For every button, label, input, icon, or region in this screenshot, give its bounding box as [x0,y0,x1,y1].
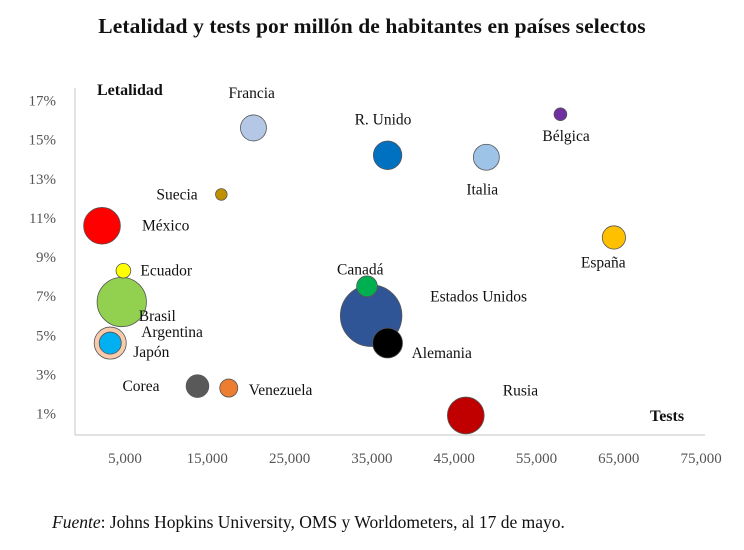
point-label-argentina: Argentina [141,324,203,341]
y-tick-label: 1% [36,407,56,423]
x-tick-label: 65,000 [598,451,639,467]
point-label-brasil: Brasil [139,308,176,325]
bubble-venezuela [219,378,239,398]
point-label-espana: España [581,254,626,271]
bubble-belgica [553,107,568,122]
point-label-r-unido: R. Unido [355,111,412,128]
bubble-japon [98,331,122,355]
y-tick-label: 9% [36,250,56,266]
point-label-canada: Canadá [337,261,384,278]
y-tick-label: 3% [36,367,56,383]
x-tick-label: 15,000 [187,451,228,467]
x-tick-label: 75,000 [680,451,721,467]
chart-title: Letalidad y tests por millón de habitant… [98,14,646,38]
x-tick-label: 35,000 [351,451,392,467]
point-label-corea: Corea [122,378,159,395]
bubble-r-unido [372,140,403,170]
point-label-venezuela: Venezuela [249,382,313,399]
bubble-suecia [215,188,228,201]
y-tick-label: 7% [36,289,56,305]
point-label-estados-unidos: Estados Unidos [430,289,527,306]
source-text: : Johns Hopkins University, OMS y Worldo… [100,512,565,532]
point-label-italia: Italia [466,181,498,198]
point-label-mexico: México [142,218,190,235]
x-tick-label: 5,000 [108,451,142,467]
point-label-francia: Francia [228,85,275,102]
x-tick-label: 25,000 [269,451,310,467]
y-tick-label: 13% [29,172,57,188]
point-label-rusia: Rusia [503,382,538,399]
bubble-canada [356,275,378,298]
y-axis-label: Letalidad [97,82,163,99]
point-label-suecia: Suecia [156,186,197,203]
point-label-ecuador: Ecuador [140,263,192,280]
x-tick-label: 45,000 [434,451,475,467]
y-tick-label: 15% [29,133,57,149]
bubble-francia [240,114,267,142]
y-tick-label: 17% [29,94,57,110]
source-note: Fuente: Johns Hopkins University, OMS y … [52,512,565,533]
bubble-ecuador [115,262,132,279]
bubble-italia [472,143,500,171]
bubble-mexico [83,206,121,245]
bubble-rusia [446,396,485,435]
point-label-alemania: Alemania [412,345,472,362]
y-tick-label: 11% [29,211,56,227]
bubble-corea [185,374,210,398]
point-label-belgica: Bélgica [542,128,589,145]
bubble-alemania [372,327,403,359]
bubble-chart: Francia R. Unido Bélgica Italia Suecia México… [29,82,722,467]
source-label: Fuente [52,512,101,532]
x-tick-label: 55,000 [516,451,557,467]
bubble-espana [601,225,626,250]
y-tick-label: 5% [36,328,56,344]
point-label-japon: Japón [133,344,169,361]
x-axis-label: Tests [650,408,684,425]
